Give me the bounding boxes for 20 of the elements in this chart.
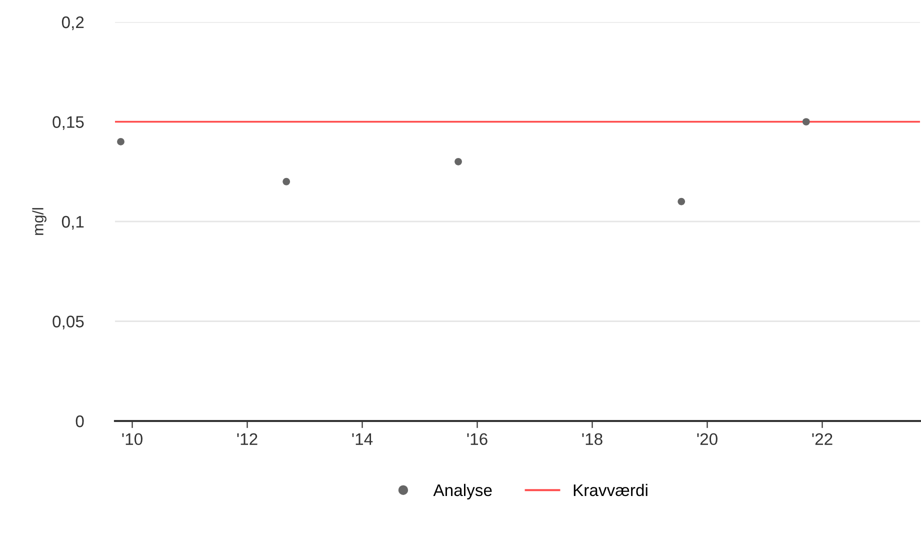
point xyxy=(802,118,810,126)
x-tick-label: '16 xyxy=(467,433,488,446)
x-tick-label: '22 xyxy=(812,433,832,445)
x-tick-label: '12 xyxy=(237,433,258,445)
y-tick-label: 0,15 xyxy=(52,116,84,130)
y-axis-title: mg/l xyxy=(32,208,46,235)
point xyxy=(117,138,124,146)
x-tick-label: '20 xyxy=(697,433,718,446)
x-tick-label: '14 xyxy=(352,433,373,445)
y-tick-label: 0,1 xyxy=(62,216,84,230)
point xyxy=(282,178,290,186)
point xyxy=(678,198,686,206)
y-tick-label: 0 xyxy=(76,415,84,428)
x-tick-label: '18 xyxy=(582,433,602,446)
point xyxy=(454,158,462,166)
legend-label: Kravværdi xyxy=(574,484,648,496)
y-tick-label: 0,2 xyxy=(62,16,84,30)
legend-label: Analyse xyxy=(433,484,492,500)
y-tick-label: 0,05 xyxy=(52,316,84,330)
x-tick-label: '10 xyxy=(122,433,142,446)
